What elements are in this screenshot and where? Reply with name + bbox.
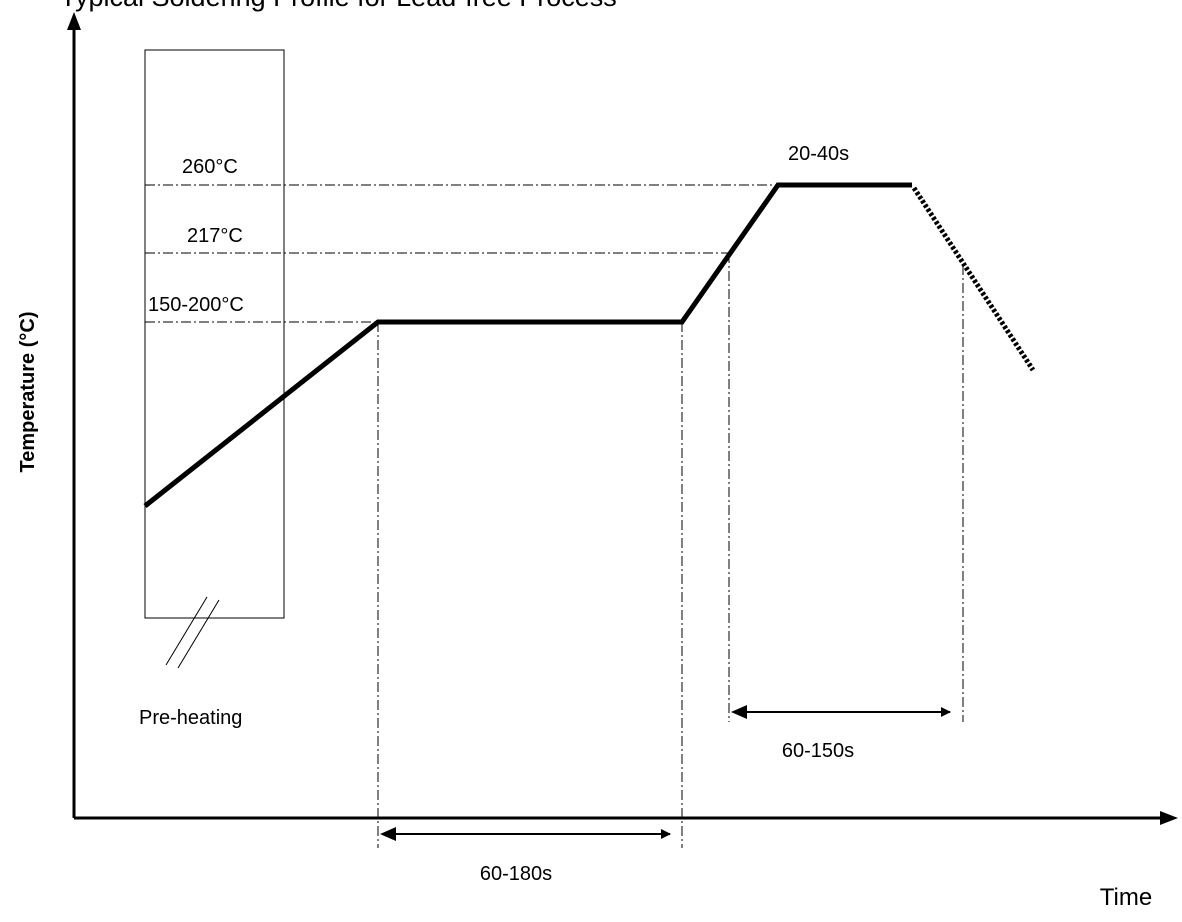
liquidus-temp-label: 217°C	[187, 225, 243, 247]
x-axis-label: Time	[1100, 884, 1152, 911]
diagram-title: Typical Soldering Profile for Lead-free …	[60, 0, 617, 12]
preheat-zone-label: Pre-heating	[139, 707, 242, 729]
x-axis-arrow	[1160, 811, 1178, 825]
cooling-curve	[911, 186, 1036, 372]
peak-temp-label: 260°C	[182, 156, 238, 178]
above-liquidus-duration-label: 60-150s	[782, 740, 854, 762]
y-axis-label: Temperature (°C)	[17, 312, 39, 473]
above-liquidus-arrow-start	[731, 705, 747, 719]
preheat-zone-box	[144, 49, 285, 619]
soak-temp-label: 150-200°C	[148, 294, 244, 316]
axis-break-mark	[177, 599, 220, 669]
axis-break-mark	[165, 596, 208, 666]
soak-arrow-start	[380, 827, 396, 841]
peak-dwell-label: 20-40s	[788, 143, 849, 165]
y-axis-arrow	[67, 12, 81, 30]
soak-duration-label: 60-180s	[480, 863, 552, 885]
profile-curve	[143, 182, 912, 508]
